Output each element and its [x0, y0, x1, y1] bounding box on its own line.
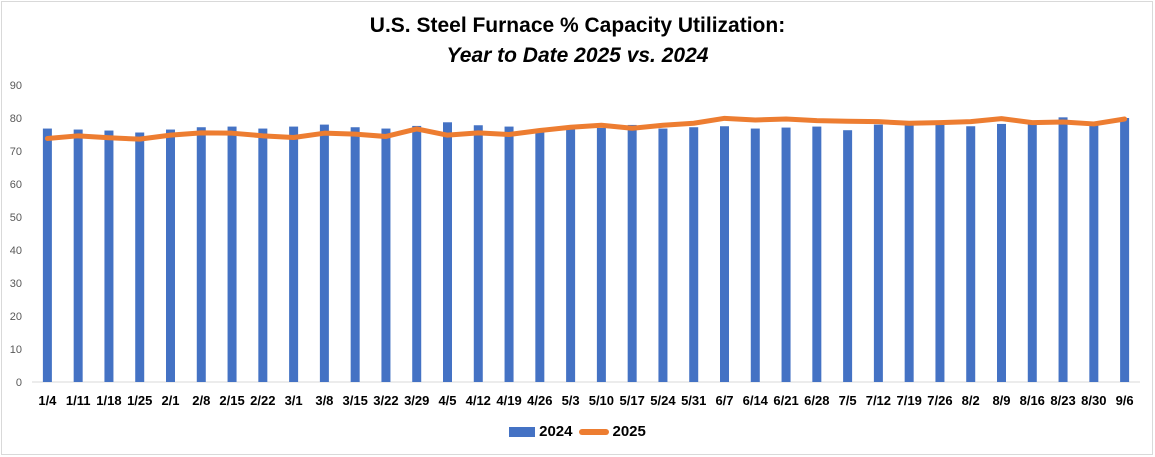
legend-label-2025: 2025 [612, 423, 646, 440]
line-2025 [44, 115, 1128, 142]
y-tick-label: 50 [10, 212, 22, 224]
y-tick-label: 70 [10, 146, 22, 158]
x-tick-label: 3/1 [285, 393, 303, 408]
x-tick-label: 5/3 [562, 393, 580, 408]
bar-2024 [443, 122, 452, 382]
y-tick-label: 40 [10, 245, 22, 257]
x-tick-label: 4/26 [527, 393, 552, 408]
bar-2024 [843, 130, 853, 382]
bar-2024 [781, 127, 791, 382]
bar-2024 [720, 126, 729, 382]
bar-2024 [535, 131, 545, 382]
legend-item-2024: 2024 [509, 423, 573, 440]
bar-2024 [42, 128, 52, 382]
x-tick-label: 3/22 [373, 393, 398, 408]
bar-2024 [966, 126, 976, 382]
x-tick-label: 6/28 [804, 393, 829, 408]
bar-2024 [1058, 117, 1068, 382]
x-tick-label: 2/22 [250, 393, 275, 408]
bar-2024 [1027, 121, 1037, 382]
x-tick-label: 5/24 [650, 393, 676, 408]
bar-2024 [73, 129, 83, 382]
bar-2024 [104, 130, 114, 382]
bar-2024 [227, 126, 237, 382]
legend-item-2025: 2025 [578, 423, 646, 440]
bar-2024 [904, 123, 914, 383]
bar-2024 [289, 126, 299, 382]
bar-2024 [504, 126, 514, 382]
x-tick-label: 7/26 [927, 393, 952, 408]
bar-2024 [196, 127, 206, 383]
x-tick-label: 6/7 [715, 393, 733, 408]
bar-2024 [258, 128, 268, 382]
x-tick-label: 8/2 [962, 393, 980, 408]
x-tick-label: 2/15 [219, 393, 244, 408]
x-tick-label: 8/16 [1020, 393, 1045, 408]
x-tick-label: 8/30 [1081, 393, 1106, 408]
bar-2024 [473, 125, 483, 382]
x-tick-label: 1/18 [96, 393, 121, 408]
bar-2024 [750, 128, 760, 382]
y-tick-label: 20 [10, 311, 22, 323]
x-tick-label: 7/19 [897, 393, 922, 408]
bar-2024 [1120, 118, 1130, 382]
bar-2024 [166, 129, 175, 382]
legend-label-2024: 2024 [539, 423, 573, 440]
x-tick-label: 2/1 [161, 393, 179, 408]
x-tick-label: 8/23 [1050, 393, 1075, 408]
x-tick-label: 4/19 [496, 393, 521, 408]
x-tick-label: 7/12 [866, 393, 891, 408]
x-tick-label: 5/10 [589, 393, 614, 408]
bar-2024 [689, 127, 699, 383]
x-tick-label: 5/17 [620, 393, 645, 408]
bar-2024 [1089, 122, 1099, 382]
bar-2024 [381, 128, 391, 382]
bar-2024 [997, 123, 1006, 382]
bar-2024 [935, 124, 945, 383]
x-tick-label: 1/11 [66, 393, 91, 408]
bar-2024 [873, 124, 883, 382]
y-tick-label: 10 [10, 344, 22, 356]
x-tick-label: 8/9 [992, 393, 1010, 408]
x-tick-label: 9/6 [1116, 393, 1134, 408]
x-tick-label: 3/29 [404, 393, 429, 408]
x-tick-label: 1/25 [127, 393, 152, 408]
legend-swatch-2024 [509, 426, 536, 437]
chart-legend: 2024 2025 [0, 423, 1155, 440]
x-tick-label: 7/5 [839, 393, 857, 408]
bar-2024 [566, 129, 576, 382]
x-tick-label: 5/31 [681, 393, 706, 408]
bar-2024 [412, 125, 422, 383]
y-tick-label: 80 [10, 113, 22, 125]
bar-2024 [319, 124, 329, 382]
chart-title: U.S. Steel Furnace % Capacity Utilizatio… [369, 14, 786, 37]
bar-2024 [658, 128, 668, 382]
x-tick-label: 1/4 [38, 393, 57, 408]
x-tick-label: 3/8 [315, 393, 333, 408]
x-tick-label: 6/21 [773, 393, 798, 408]
bar-2024 [627, 124, 637, 383]
y-tick-label: 90 [10, 80, 22, 92]
y-tick-label: 60 [10, 179, 22, 191]
legend-swatch-2025 [578, 428, 609, 435]
x-tick-label: 4/12 [466, 393, 491, 408]
x-tick-label: 6/14 [743, 393, 769, 408]
y-tick-label: 0 [16, 377, 22, 389]
bar-2024 [812, 126, 822, 382]
chart-subtitle: Year to Date 2025 vs. 2024 [446, 44, 709, 67]
bar-2024 [135, 132, 145, 382]
y-tick-label: 30 [10, 278, 22, 290]
x-tick-label: 4/5 [438, 393, 456, 408]
bar-2024 [350, 127, 360, 383]
bar-2024 [596, 127, 606, 383]
x-tick-label: 2/8 [192, 393, 210, 408]
x-tick-label: 3/15 [343, 393, 368, 408]
